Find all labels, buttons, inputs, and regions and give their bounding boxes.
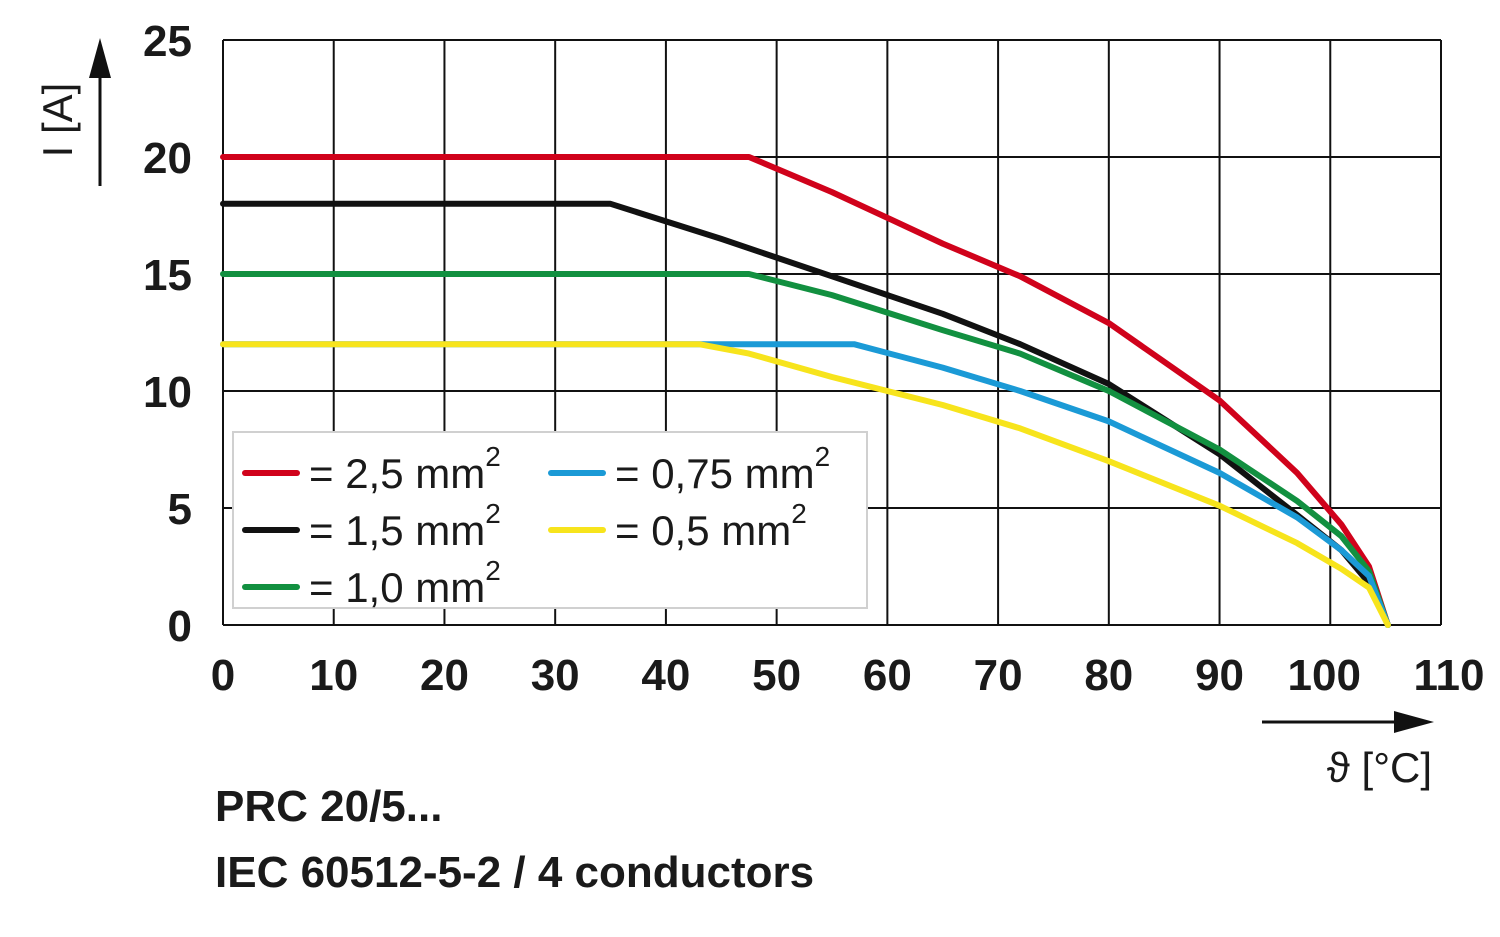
x-tick-label-8: 80: [1084, 651, 1133, 700]
x-axis-arrow: [1262, 711, 1434, 733]
x-tick-label-7: 70: [974, 651, 1023, 700]
x-tick-label-0: 0: [211, 651, 235, 700]
x-axis-label: ϑ [°C]: [1327, 744, 1432, 791]
legend: = 2,5 mm2= 1,5 mm2= 1,0 mm2 = 0,75 mm2= 0…: [232, 431, 868, 611]
x-tick-label-3: 30: [531, 651, 580, 700]
series-line-3: [220, 341, 1391, 628]
legend-label-0: = 2,5 mm2: [309, 441, 501, 497]
x-tick-label-10: 100: [1288, 651, 1361, 700]
x-tick-labels: 0 10 20 30 40 50 60 70 80 90 100 110: [211, 651, 1485, 700]
series-lines: [220, 154, 1391, 628]
y-tick-labels: 0 5 10 15 20 25: [143, 17, 192, 651]
x-tick-label-11: 110: [1414, 651, 1485, 700]
x-tick-label-1: 10: [309, 651, 358, 700]
x-tick-label-5: 50: [752, 651, 801, 700]
series-line-4: [220, 341, 1391, 628]
legend-sup-0: 2: [485, 441, 501, 472]
series-line-2: [220, 271, 1391, 628]
legend-label-3: = 0,75 mm2: [615, 441, 830, 497]
series-line-0: [220, 154, 1391, 628]
legend-sup-3: 2: [815, 441, 831, 472]
y-axis-arrow: [89, 38, 111, 186]
legend-box: [232, 431, 868, 609]
y-axis-label: I [A]: [34, 83, 81, 158]
y-tick-label-2: 10: [143, 368, 192, 417]
x-tick-label-2: 20: [420, 651, 469, 700]
legend-label-2: = 1,0 mm2: [309, 555, 501, 611]
y-tick-label-0: 0: [168, 602, 192, 651]
legend-sup-4: 2: [791, 498, 807, 529]
x-tick-label-4: 40: [641, 651, 690, 700]
x-tick-label-9: 90: [1195, 651, 1244, 700]
y-tick-label-4: 20: [143, 134, 192, 183]
legend-label-4: = 0,5 mm2: [615, 498, 807, 554]
legend-sup-1: 2: [485, 498, 501, 529]
standard-caption: IEC 60512-5-2 / 4 conductors: [215, 848, 815, 897]
y-tick-label-5: 25: [143, 17, 192, 66]
legend-sup-2: 2: [485, 555, 501, 586]
legend-label-1: = 1,5 mm2: [309, 498, 501, 554]
product-caption: PRC 20/5...: [215, 782, 443, 831]
x-tick-label-6: 60: [863, 651, 912, 700]
y-tick-label-1: 5: [168, 485, 192, 534]
y-tick-label-3: 15: [143, 251, 192, 300]
